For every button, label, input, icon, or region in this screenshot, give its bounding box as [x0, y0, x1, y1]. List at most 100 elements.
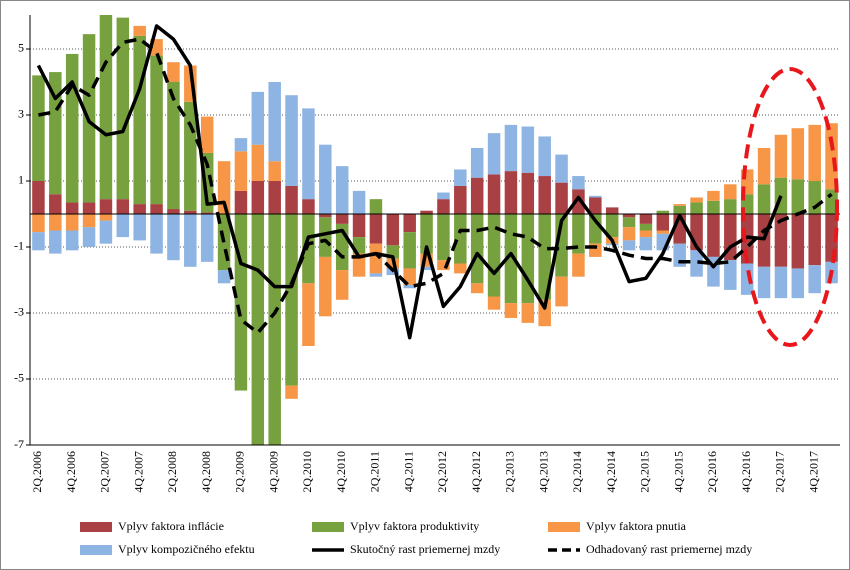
bar-segment: [724, 260, 737, 290]
bar-segment: [538, 176, 551, 214]
bar-segment: [133, 204, 146, 214]
legend-label: Vplyv faktora produktivity: [350, 519, 479, 533]
bar-segment: [622, 240, 636, 251]
bar-segment: [825, 123, 838, 190]
bar-segment: [116, 213, 130, 238]
bar-segment: [302, 283, 315, 346]
bar-segment: [724, 184, 737, 200]
bar-segment: [352, 213, 366, 238]
bar-segment: [437, 260, 450, 271]
bar-segment: [65, 213, 79, 231]
ticks: -7 -5 -3 -1 1 3 5 2Q.2006 4Q.2006 2Q.2007 4Q.2007 2…: [14, 41, 820, 493]
bar-segment: [49, 213, 62, 231]
bar-segment: [774, 213, 788, 267]
bar-segment: [538, 299, 551, 327]
bar-segment: [572, 253, 585, 277]
bar-segment: [454, 185, 467, 214]
highlight-ellipse: [741, 67, 839, 347]
bar-segment: [454, 213, 467, 264]
x-tick-label: 4Q.2011: [401, 451, 415, 492]
bar-segment: [791, 213, 805, 269]
bar-segment: [82, 227, 96, 247]
series-line: [36, 24, 783, 340]
bar-segment: [352, 190, 366, 214]
bar-segment: [184, 101, 197, 211]
bar-segment: [99, 220, 113, 244]
bar-segment: [150, 213, 163, 254]
bar-segment: [167, 209, 180, 214]
bar-segment: [707, 213, 720, 257]
bar-segment: [757, 266, 771, 299]
bar-segment: [538, 136, 551, 177]
bar-segment: [335, 166, 349, 214]
bar-segment: [319, 213, 332, 218]
legend-label: Vplyv faktora pnutia: [586, 519, 687, 533]
bar-segment: [555, 154, 568, 183]
bar-segment: [116, 17, 130, 200]
bar-segment: [200, 116, 214, 153]
bar-segment: [656, 213, 670, 231]
bar-segment: [319, 144, 332, 214]
bar-segment: [791, 268, 805, 299]
bar-segment: [707, 200, 720, 214]
bar-segment: [622, 217, 636, 228]
bar-segment: [487, 133, 501, 175]
bar-segment: [386, 213, 400, 246]
bar-segment: [335, 270, 349, 300]
bar-segment: [403, 268, 416, 285]
bar-segment: [133, 25, 146, 36]
bar-segment: [285, 185, 298, 214]
bar-segment: [437, 199, 450, 214]
bar-segment: [150, 55, 163, 205]
bar-segment: [470, 213, 484, 284]
bar-segment: [420, 266, 433, 271]
bar-segment: [65, 53, 79, 203]
bar-segment: [200, 212, 214, 214]
bar-segment: [369, 273, 383, 277]
bar-segment: [403, 232, 416, 269]
bar-segment: [504, 213, 518, 304]
legend-swatch: [80, 522, 112, 532]
x-tick-label: 2Q.2011: [368, 451, 382, 492]
bar-segment: [150, 204, 163, 214]
x-tick-label: 2Q.2007: [98, 451, 112, 493]
x-tick-label: 2Q.2009: [233, 451, 247, 493]
bar-segment: [605, 213, 619, 238]
bar-segment: [470, 147, 484, 178]
x-tick-label: 2Q.2013: [503, 451, 517, 493]
bar-segment: [656, 230, 670, 234]
x-tick-label: 4Q.2012: [469, 451, 483, 493]
bar-segment: [673, 205, 686, 214]
bar-segment: [622, 213, 636, 218]
bar-segment: [268, 180, 281, 214]
bar-segment: [302, 213, 315, 284]
bar-segment: [437, 213, 450, 261]
legend-label: Skutočný rast priemernej mzdy: [350, 542, 500, 556]
bar-segment: [589, 195, 602, 198]
bar-segment: [32, 232, 45, 251]
x-tick-label: 2Q.2017: [773, 451, 787, 493]
bar-segment: [234, 213, 248, 391]
bar-segment: [82, 202, 96, 214]
bar-segment: [82, 213, 96, 228]
bar-segment: [302, 199, 315, 214]
y-tick-label: -1: [14, 239, 24, 253]
bar-segment: [555, 182, 568, 214]
bar-segment: [808, 213, 821, 266]
bar-segment: [217, 270, 231, 284]
bar-segment: [32, 180, 45, 214]
bar-segment: [369, 243, 383, 274]
x-tick-label: 4Q.2008: [199, 451, 213, 493]
x-tick-label: 2Q.2010: [300, 451, 314, 493]
bar-segment: [217, 161, 231, 214]
bar-segment: [572, 176, 585, 190]
bar-segment: [302, 108, 315, 200]
x-tick-label: 2Q.2012: [435, 451, 449, 493]
x-tick-label: 4Q.2007: [131, 451, 145, 493]
bar-segment: [454, 263, 467, 274]
legend: Vplyv faktora inflácie Vplyv faktora prod…: [80, 519, 752, 556]
bar-segment: [757, 147, 771, 185]
y-tick-label: 3: [18, 107, 24, 121]
bar-segment: [791, 179, 805, 214]
bar-segment: [605, 207, 619, 214]
